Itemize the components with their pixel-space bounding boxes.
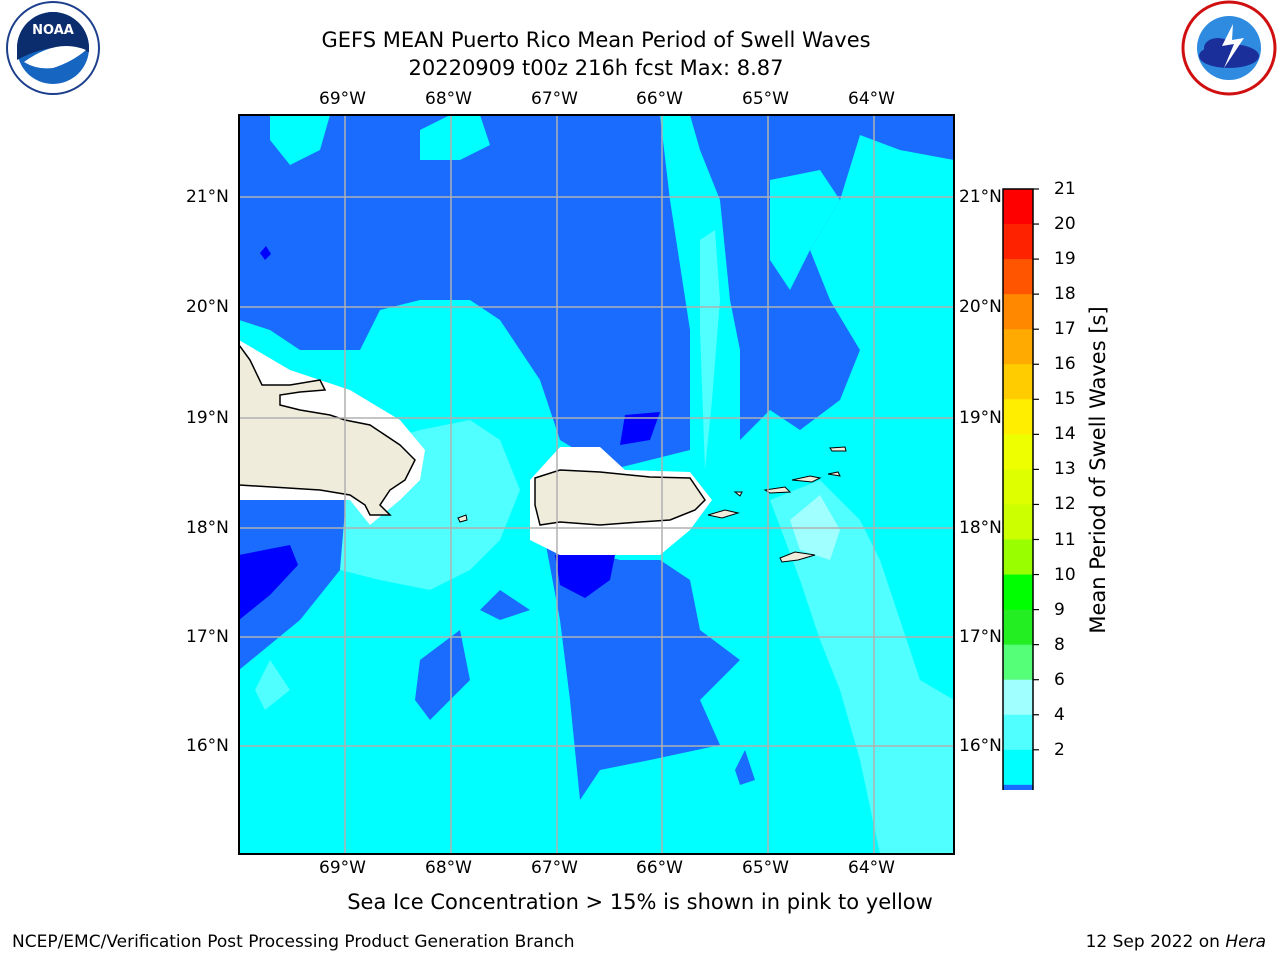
map-title-line2: 20220909 t00z 216h fcst Max: 8.87 — [408, 56, 784, 80]
colorbar-tick-label: 2 — [1054, 739, 1065, 760]
svg-text:NOAA: NOAA — [32, 23, 74, 38]
footer-date: 12 Sep 2022 on Hera — [1086, 932, 1266, 952]
contour-6-8-east — [770, 480, 954, 854]
contour-2-4-nw-gap — [270, 115, 330, 165]
contour-lt2-dot — [260, 246, 271, 260]
colorbar-segment — [1003, 504, 1033, 540]
contour-6-8-sw — [255, 660, 290, 710]
colorbar-tick-label: 4 — [1054, 704, 1065, 725]
lat-label-left: 19°N — [186, 408, 229, 428]
lon-label-top: 69°W — [319, 89, 366, 109]
sea-ice-note: Sea Ice Concentration > 15% is shown in … — [347, 890, 933, 914]
land-bvi — [791, 475, 822, 483]
lon-label-top: 67°W — [531, 89, 578, 109]
colorbar-tick-label: 10 — [1054, 564, 1076, 585]
footer-host: Hera — [1225, 932, 1266, 952]
colorbar-tick-label: 6 — [1054, 669, 1065, 690]
contour-2-4-se — [735, 750, 755, 785]
colorbar-segment — [1003, 399, 1033, 435]
noaa-logo: NOAA — [6, 1, 100, 95]
lon-label-top: 68°W — [425, 89, 472, 109]
lat-label-left: 16°N — [186, 736, 229, 756]
colorbar-tick-label: 8 — [1054, 634, 1065, 655]
contour-2-4-south — [545, 540, 740, 800]
contour-2-4-n-gap — [420, 115, 490, 160]
nws-logo — [1181, 0, 1277, 96]
lon-label-bottom: 69°W — [319, 858, 366, 878]
colorbar-segment — [1003, 224, 1033, 260]
colorbar-tick-label: 21 — [1054, 179, 1076, 199]
land-small-island-1 — [457, 514, 468, 523]
colorbar-tick-label: 17 — [1054, 319, 1076, 340]
lat-label-right: 17°N — [959, 627, 1002, 647]
contour-2-4-sw — [239, 500, 350, 670]
land-st-croix — [779, 551, 816, 563]
land-culebra — [733, 491, 743, 497]
colorbar-segment — [1003, 574, 1033, 611]
colorbar-segment — [1003, 189, 1033, 225]
contour-2-4-ne-gap — [770, 170, 840, 290]
gridlines — [239, 115, 954, 854]
colorbar-segment — [1003, 714, 1033, 751]
colorbar-segment — [1003, 644, 1033, 681]
lat-label-left: 18°N — [186, 518, 229, 538]
colorbar — [1002, 188, 1039, 790]
lon-label-bottom: 64°W — [848, 858, 895, 878]
colorbar-tick-label: 19 — [1054, 249, 1076, 270]
colorbar-segment — [1003, 259, 1033, 295]
lon-label-top: 66°W — [636, 89, 683, 109]
colorbar-segment — [1003, 609, 1033, 646]
colorbar-segment — [1003, 294, 1033, 330]
contour-2-4-e-gap — [830, 200, 954, 480]
land-sombrero — [827, 471, 841, 477]
contour-lt2-west — [239, 545, 298, 620]
contour-2-4-mid — [480, 590, 530, 620]
colorbar-tick-label: 16 — [1054, 354, 1076, 375]
colorbar-segment — [1003, 784, 1033, 790]
land-puerto-rico — [534, 469, 706, 526]
map-frame — [238, 114, 955, 855]
land-vieques — [707, 509, 740, 519]
land-hispaniola — [239, 343, 416, 516]
lon-label-top: 65°W — [742, 89, 789, 109]
lat-label-left: 21°N — [186, 187, 229, 207]
colorbar-tick-label: 12 — [1054, 494, 1076, 515]
colorbar-segment — [1003, 679, 1033, 716]
lat-label-right: 20°N — [959, 297, 1002, 317]
colorbar-tick-label: 15 — [1054, 389, 1076, 410]
colorbar-tick-label: 20 — [1054, 214, 1076, 235]
contour-lt2-north — [620, 412, 660, 445]
colorbar-segment — [1003, 434, 1033, 470]
map-title-line1: GEFS MEAN Puerto Rico Mean Period of Swe… — [321, 28, 871, 52]
colorbar-segment — [1003, 364, 1033, 400]
colorbar-tick-label: 9 — [1054, 599, 1065, 620]
colorbar-tick-label: 13 — [1054, 459, 1076, 480]
lon-label-bottom: 68°W — [425, 858, 472, 878]
colorbar-tick-label: 11 — [1054, 529, 1076, 550]
colorbar-segment — [1003, 749, 1033, 786]
lat-label-right: 21°N — [959, 187, 1002, 207]
lat-label-right: 18°N — [959, 518, 1002, 538]
lon-label-bottom: 65°W — [742, 858, 789, 878]
colorbar-tick-label: 14 — [1054, 424, 1076, 445]
lon-label-bottom: 67°W — [531, 858, 578, 878]
lon-label-bottom: 66°W — [636, 858, 683, 878]
footer-date-text: 12 Sep 2022 on — [1085, 932, 1226, 952]
colorbar-segment — [1003, 469, 1033, 505]
colorbar-segment — [1003, 539, 1033, 576]
colorbar-tick-label: 18 — [1054, 284, 1076, 305]
lat-label-left: 17°N — [186, 627, 229, 647]
contour-6-8-stripe — [700, 230, 720, 470]
lon-label-top: 64°W — [848, 89, 895, 109]
lat-label-right: 16°N — [959, 736, 1002, 756]
colorbar-title: Mean Period of Swell Waves [s] — [1086, 306, 1110, 634]
contour-lt2-south — [555, 555, 615, 598]
lat-label-left: 20°N — [186, 297, 229, 317]
lat-label-right: 19°N — [959, 408, 1002, 428]
land-anegada — [829, 446, 847, 452]
contour-2-4-sw2 — [415, 630, 470, 720]
colorbar-segment — [1003, 329, 1033, 365]
footer-credit: NCEP/EMC/Verification Post Processing Pr… — [12, 932, 575, 952]
